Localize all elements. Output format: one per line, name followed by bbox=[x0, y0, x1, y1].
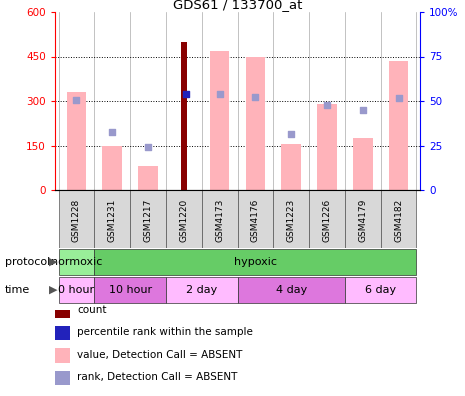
Text: 6 day: 6 day bbox=[365, 285, 396, 295]
Title: GDS61 / 133700_at: GDS61 / 133700_at bbox=[173, 0, 302, 11]
Bar bbox=[55, 304, 70, 318]
Text: 4 day: 4 day bbox=[276, 285, 307, 295]
Bar bbox=[317, 104, 337, 190]
Bar bbox=[210, 51, 229, 190]
Text: GSM4182: GSM4182 bbox=[394, 199, 403, 242]
Bar bbox=[202, 190, 238, 248]
Bar bbox=[273, 190, 309, 248]
Text: 10 hour: 10 hour bbox=[109, 285, 152, 295]
Text: GSM1217: GSM1217 bbox=[144, 199, 153, 242]
Bar bbox=[180, 42, 187, 190]
Bar bbox=[345, 278, 417, 303]
Text: count: count bbox=[77, 305, 106, 315]
Bar bbox=[166, 190, 202, 248]
Bar bbox=[55, 326, 70, 341]
Bar bbox=[94, 190, 130, 248]
Bar bbox=[94, 249, 417, 274]
Point bbox=[323, 102, 331, 109]
Bar bbox=[381, 190, 417, 248]
Bar bbox=[166, 278, 238, 303]
Point bbox=[73, 96, 80, 103]
Point bbox=[216, 90, 223, 97]
Bar bbox=[353, 138, 372, 190]
Bar bbox=[281, 144, 301, 190]
Text: value, Detection Call = ABSENT: value, Detection Call = ABSENT bbox=[77, 350, 242, 360]
Text: 2 day: 2 day bbox=[186, 285, 217, 295]
Bar bbox=[55, 348, 70, 363]
Point bbox=[287, 130, 295, 137]
Bar bbox=[389, 61, 408, 190]
Bar bbox=[102, 145, 122, 190]
Point bbox=[252, 93, 259, 100]
Text: hypoxic: hypoxic bbox=[234, 257, 277, 267]
Text: percentile rank within the sample: percentile rank within the sample bbox=[77, 327, 253, 337]
Bar bbox=[130, 190, 166, 248]
Bar bbox=[94, 278, 166, 303]
Text: normoxic: normoxic bbox=[51, 257, 102, 267]
Bar bbox=[246, 57, 265, 190]
Text: rank, Detection Call = ABSENT: rank, Detection Call = ABSENT bbox=[77, 372, 237, 382]
Text: ▶: ▶ bbox=[49, 285, 57, 295]
Bar bbox=[59, 190, 94, 248]
Bar bbox=[309, 190, 345, 248]
Bar bbox=[138, 166, 158, 190]
Bar bbox=[55, 371, 70, 385]
Point bbox=[395, 95, 402, 101]
Text: GSM1220: GSM1220 bbox=[179, 199, 188, 242]
Text: GSM4173: GSM4173 bbox=[215, 199, 224, 242]
Bar bbox=[238, 278, 345, 303]
Point bbox=[182, 91, 190, 98]
Bar bbox=[238, 190, 273, 248]
Bar bbox=[59, 278, 94, 303]
Text: GSM1223: GSM1223 bbox=[287, 199, 296, 242]
Text: time: time bbox=[5, 285, 30, 295]
Text: GSM4176: GSM4176 bbox=[251, 199, 260, 242]
Point bbox=[359, 107, 366, 113]
Text: protocol: protocol bbox=[5, 257, 50, 267]
Text: GSM1231: GSM1231 bbox=[108, 199, 117, 242]
Text: GSM1228: GSM1228 bbox=[72, 199, 81, 242]
Text: GSM1226: GSM1226 bbox=[322, 199, 332, 242]
Point bbox=[108, 129, 116, 135]
Text: GSM4179: GSM4179 bbox=[358, 199, 367, 242]
Bar bbox=[59, 249, 94, 274]
Bar bbox=[345, 190, 381, 248]
Text: 0 hour: 0 hour bbox=[59, 285, 94, 295]
Bar bbox=[66, 92, 86, 190]
Text: ▶: ▶ bbox=[49, 257, 57, 267]
Point bbox=[144, 144, 152, 150]
